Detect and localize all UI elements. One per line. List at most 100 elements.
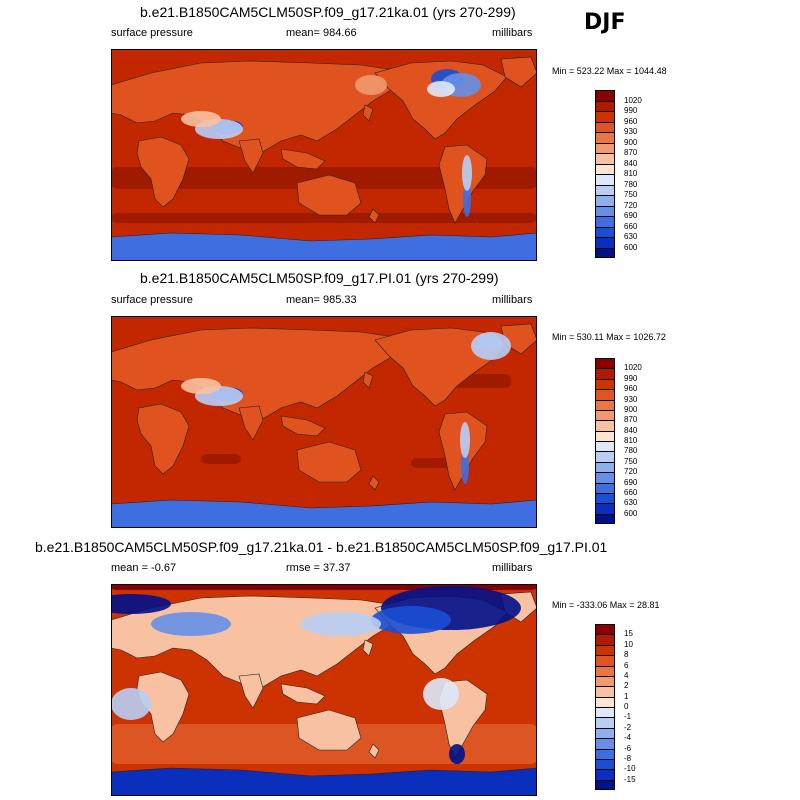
colorbar-tick-label: -1	[624, 712, 632, 722]
colorbar-swatch	[595, 111, 615, 122]
seAsia-landmass	[280, 415, 326, 437]
pressure-band	[201, 454, 241, 464]
colorbar-swatch	[595, 696, 615, 707]
contour-region	[355, 75, 387, 95]
colorbar-tick-label: 720	[624, 200, 638, 210]
colorbar-tick-label: 600	[624, 242, 638, 252]
nz-landmass	[368, 208, 380, 224]
colorbar-swatch	[595, 492, 615, 504]
colorbar-swatch	[595, 378, 615, 390]
sAmerica-landmass	[438, 144, 488, 224]
colorbar-swatch	[595, 665, 615, 676]
greenland-landmass	[500, 56, 537, 88]
colorbar-tick-label: -4	[624, 733, 632, 743]
colorbar-tick-label: 660	[624, 487, 638, 497]
colorbar-swatch	[595, 205, 615, 216]
colorbar-tick-label: 990	[624, 106, 638, 115]
panel2-colorbar: 1020 990 960 930 900 870 840 810 780 750 720 690 660…	[595, 358, 642, 524]
contour-region	[463, 181, 471, 217]
colorbar-swatch	[595, 624, 615, 635]
japan-landmass	[362, 104, 374, 122]
map-frame	[111, 316, 537, 528]
india-landmass	[238, 673, 264, 709]
contour-region	[371, 606, 451, 634]
colorbar-tick-label: 6	[624, 660, 629, 670]
contour-region	[423, 678, 459, 710]
colorbar-swatch	[595, 686, 615, 697]
india-landmass	[238, 138, 264, 174]
eurasia-landmass	[111, 327, 412, 421]
colorbar-swatch	[595, 738, 615, 749]
colorbar-swatch	[595, 634, 615, 645]
contour-region	[460, 422, 470, 458]
colorbar-swatch	[595, 748, 615, 759]
colorbar-tick-label: 600	[624, 508, 638, 518]
contour-region	[111, 594, 171, 614]
colorbar-tick-label: -15	[624, 774, 636, 784]
colorbar-tick-label: 0	[624, 702, 629, 711]
colorbar-tick-label: 750	[624, 456, 638, 466]
panel1-title: b.e21.B1850CAM5CLM50SP.f09_g17.21ka.01 (…	[140, 4, 516, 20]
panel2-mean-label: mean= 985.33	[286, 294, 357, 306]
colorbar-tick-label: 630	[624, 498, 638, 508]
antarctica-landmass	[111, 499, 537, 528]
contour-region	[449, 744, 465, 764]
pressure-band	[111, 213, 537, 223]
colorbar-swatch	[595, 142, 615, 153]
panel1-mean-label: mean= 984.66	[286, 27, 357, 39]
colorbar-tick-label: 630	[624, 232, 638, 241]
colorbar-swatch	[595, 409, 615, 421]
colorbar-tick-label: 2	[624, 681, 629, 691]
panel1-map	[111, 49, 537, 261]
colorbar-swatch	[595, 451, 615, 462]
panel1-minmax: Min = 523.22 Max = 1044.48	[552, 66, 667, 76]
colorbar-swatch	[595, 472, 615, 483]
panel1-colorbar: 1020 990 960 930 900 870 840 810 780 750 720 690 660…	[595, 90, 642, 258]
contour-region	[427, 81, 455, 97]
japan-landmass	[362, 639, 374, 657]
colorbar-swatch	[595, 758, 615, 770]
colorbar-frame	[595, 624, 615, 790]
panel3-colorbar: 15 10 8 6 4 2 1 0 -1 -2 -4 -6 -8 -10 -15	[595, 624, 636, 790]
colorbar-frame	[595, 358, 615, 524]
colorbar-tick-label: -8	[624, 753, 632, 763]
contour-region	[462, 155, 472, 191]
contour-region	[471, 332, 511, 360]
colorbar-swatch	[595, 358, 615, 369]
colorbar-swatch	[595, 247, 615, 258]
colorbar-tick-label: 690	[624, 211, 638, 220]
colorbar-tick-label: 4	[624, 670, 629, 680]
panel3-title: b.e21.B1850CAM5CLM50SP.f09_g17.21ka.01 -…	[35, 539, 608, 555]
season-label: DJF	[584, 10, 626, 35]
nz-landmass	[368, 475, 380, 491]
australia-landmass	[296, 709, 362, 751]
antarctica-landmass	[111, 232, 537, 261]
africa-landmass	[136, 403, 190, 475]
colorbar-tick-label: 1020	[624, 363, 642, 373]
colorbar-tick-label: 660	[624, 221, 638, 231]
colorbar-tick-label: 900	[624, 404, 638, 414]
colorbar-swatch	[595, 441, 615, 452]
colorbar-swatch	[595, 216, 615, 227]
colorbar-swatch	[595, 769, 615, 780]
eurasia-landmass	[111, 60, 412, 154]
colorbar-swatch	[595, 503, 615, 514]
colorbar-tick-label: 960	[624, 384, 638, 394]
australia-landmass	[296, 441, 362, 483]
colorbar-tick-label: 750	[624, 190, 638, 199]
colorbar-swatch	[595, 226, 615, 237]
colorbar-tick-label: 10	[624, 639, 633, 649]
panel2-variable-label: surface pressure	[111, 294, 193, 306]
panel2-units-label: millibars	[492, 294, 533, 306]
contour-region	[301, 612, 381, 636]
colorbar-tick-label: 1	[624, 691, 629, 701]
map-frame	[111, 584, 537, 796]
colorbar-frame	[595, 90, 615, 258]
colorbar-swatch	[595, 482, 615, 493]
colorbar-tick-label: 780	[624, 179, 638, 189]
colorbar-swatch	[595, 461, 615, 473]
colorbar-swatch	[595, 727, 615, 739]
colorbar-tick-label: 810	[624, 436, 638, 445]
panel3-map	[111, 584, 537, 796]
nz-landmass	[368, 743, 380, 759]
